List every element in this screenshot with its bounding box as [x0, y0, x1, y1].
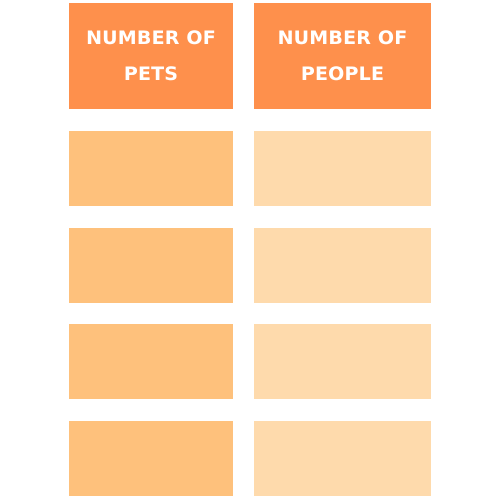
cell-pets-row-2 — [69, 228, 233, 303]
cell-pets-row-3 — [69, 324, 233, 399]
header-number-of-people-label: NUMBER OF PEOPLE — [277, 27, 408, 85]
cell-people-row-3 — [254, 324, 431, 399]
cell-pets-row-4 — [69, 421, 233, 496]
cell-people-row-1 — [254, 131, 431, 206]
cell-pets-row-1 — [69, 131, 233, 206]
cell-people-row-2 — [254, 228, 431, 303]
header-number-of-people: NUMBER OF PEOPLE — [254, 3, 431, 109]
header-number-of-pets-label: NUMBER OF PETS — [86, 27, 216, 85]
cell-people-row-4 — [254, 421, 431, 496]
header-number-of-pets: NUMBER OF PETS — [69, 3, 233, 109]
